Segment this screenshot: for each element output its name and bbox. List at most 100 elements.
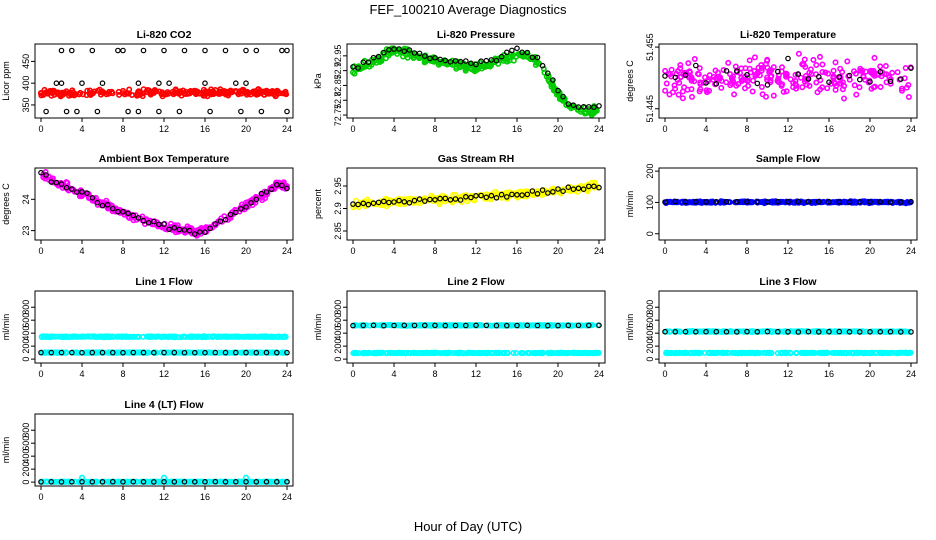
data-point (110, 349, 116, 356)
data-point (851, 82, 858, 89)
data-point (764, 82, 771, 88)
data-point (902, 349, 909, 356)
data-point (69, 333, 76, 340)
data-point (488, 57, 495, 63)
data-point (749, 88, 756, 95)
y-axis-label: Licor ppm (1, 61, 11, 101)
data-point (212, 478, 219, 485)
series-mid (53, 80, 249, 87)
data-point (525, 349, 532, 356)
data-point (233, 80, 239, 87)
data-point (125, 108, 131, 115)
data-point (272, 91, 279, 98)
data-point (442, 349, 449, 356)
data-point (58, 89, 65, 96)
data-point (238, 206, 244, 212)
data-point (488, 349, 495, 356)
data-point (792, 78, 799, 85)
data-point (825, 70, 832, 77)
data-point (263, 189, 270, 195)
data-point (178, 478, 185, 485)
data-point (732, 63, 739, 70)
data-point (350, 201, 356, 207)
series-hourly (662, 198, 914, 206)
data-point (83, 92, 90, 99)
data-point (280, 349, 287, 356)
x-tick-label: 20 (865, 246, 875, 256)
data-point (844, 58, 851, 65)
figure-xlabel: Hour of Day (UTC) (414, 519, 522, 534)
data-point (220, 89, 227, 96)
data-point (696, 349, 703, 356)
data-point (405, 349, 412, 356)
data-point (192, 478, 198, 485)
data-point (596, 103, 602, 109)
data-point (389, 349, 396, 356)
data-point (411, 322, 418, 329)
panel-2: Li-820 Temperature 0 4 8 12 16 20 24 51.445 51.45… (625, 29, 918, 134)
data-point (85, 478, 92, 485)
data-point (498, 53, 505, 60)
x-tick-label: 24 (906, 246, 916, 256)
y-axis-label: ml/min (313, 314, 323, 341)
data-point (877, 69, 884, 75)
data-point (557, 349, 564, 356)
x-tick-label: 12 (471, 369, 481, 379)
data-point (555, 186, 561, 192)
data-point (387, 321, 394, 328)
data-point (104, 202, 111, 208)
data-point (416, 196, 423, 202)
data-point (63, 333, 70, 340)
data-point (457, 58, 464, 65)
panel-1: Li-820 Pressure 0 4 8 12 16 20 24 72.7572.872.85… (313, 29, 606, 134)
data-point (437, 56, 443, 63)
data-point (519, 49, 525, 56)
data-point (733, 329, 740, 335)
data-point (813, 61, 820, 68)
data-point (575, 350, 582, 357)
data-point (836, 80, 843, 87)
data-point (184, 90, 191, 97)
data-point (744, 328, 750, 335)
data-point (550, 189, 556, 195)
data-point (758, 84, 765, 91)
data-point (386, 49, 393, 56)
data-point (181, 349, 188, 356)
data-point (682, 328, 689, 335)
data-point (720, 67, 727, 74)
data-point (391, 46, 397, 52)
data-point (503, 194, 510, 200)
data-point (170, 91, 177, 98)
x-tick-label: 8 (432, 369, 437, 379)
data-point (537, 322, 544, 329)
data-point (819, 199, 826, 206)
data-point (750, 77, 757, 84)
data-point (663, 328, 670, 335)
data-point (355, 201, 361, 208)
data-point (140, 478, 147, 485)
x-tick-label: 20 (241, 492, 251, 502)
data-point (877, 199, 884, 205)
data-point (172, 334, 179, 341)
data-point (364, 196, 371, 203)
data-point (253, 47, 260, 54)
data-point (524, 49, 531, 56)
data-point (156, 108, 162, 115)
data-point (758, 67, 765, 74)
data-point (856, 329, 863, 335)
data-point (161, 47, 167, 54)
x-tick-label: 4 (79, 492, 84, 502)
data-point (232, 88, 239, 95)
data-point (92, 333, 99, 340)
data-point (591, 104, 597, 111)
data-point (826, 79, 832, 86)
data-point (452, 196, 459, 202)
data-point (529, 54, 536, 61)
data-point (836, 74, 843, 80)
data-point (43, 108, 49, 115)
series-hourly (38, 478, 290, 485)
data-point (526, 322, 533, 329)
data-point (876, 349, 883, 356)
data-point (110, 478, 116, 485)
data-point (575, 322, 582, 329)
